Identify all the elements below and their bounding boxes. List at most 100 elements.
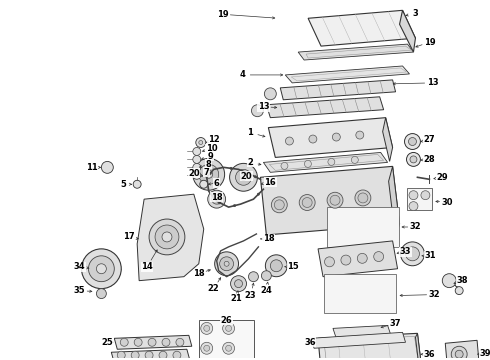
Circle shape: [148, 338, 156, 346]
Polygon shape: [298, 44, 414, 60]
Circle shape: [225, 345, 232, 351]
Circle shape: [304, 161, 311, 167]
Text: 13: 13: [258, 102, 269, 111]
Circle shape: [81, 249, 121, 289]
Text: 10: 10: [206, 144, 218, 153]
Circle shape: [205, 170, 213, 178]
Polygon shape: [407, 188, 432, 210]
Circle shape: [215, 252, 239, 276]
Circle shape: [155, 225, 179, 249]
Circle shape: [265, 88, 276, 100]
Circle shape: [299, 194, 315, 211]
Circle shape: [410, 156, 417, 163]
Polygon shape: [285, 66, 410, 83]
Circle shape: [248, 272, 258, 282]
Text: 8: 8: [206, 160, 212, 169]
Circle shape: [330, 195, 340, 205]
Text: 30: 30: [441, 198, 453, 207]
Circle shape: [199, 140, 203, 144]
Circle shape: [302, 198, 312, 207]
Polygon shape: [333, 325, 391, 337]
Circle shape: [89, 256, 114, 282]
Text: 21: 21: [231, 294, 243, 303]
Text: 34: 34: [74, 262, 85, 271]
Circle shape: [133, 180, 141, 188]
Polygon shape: [199, 320, 254, 360]
Circle shape: [421, 191, 430, 200]
Text: 35: 35: [74, 286, 85, 295]
Text: 32: 32: [410, 222, 421, 231]
Circle shape: [201, 342, 213, 354]
Circle shape: [173, 351, 181, 359]
Circle shape: [409, 138, 416, 145]
Text: 17: 17: [123, 233, 135, 242]
Circle shape: [131, 351, 139, 359]
Circle shape: [193, 158, 224, 190]
Text: 38: 38: [456, 276, 468, 285]
Circle shape: [193, 156, 201, 163]
Text: 13: 13: [426, 78, 438, 87]
Circle shape: [193, 163, 201, 171]
Text: 6: 6: [214, 179, 220, 188]
Polygon shape: [269, 118, 392, 157]
Circle shape: [407, 152, 420, 166]
Circle shape: [274, 200, 284, 210]
Text: 18: 18: [211, 193, 222, 202]
Circle shape: [358, 193, 368, 203]
Circle shape: [357, 253, 367, 263]
Circle shape: [208, 190, 225, 208]
Circle shape: [251, 105, 264, 117]
Circle shape: [117, 351, 125, 359]
Circle shape: [254, 176, 257, 178]
Text: 4: 4: [240, 71, 245, 80]
Circle shape: [204, 345, 210, 351]
Circle shape: [455, 287, 463, 294]
Circle shape: [159, 351, 167, 359]
Circle shape: [193, 171, 201, 179]
Text: 11: 11: [86, 163, 98, 172]
Circle shape: [409, 202, 418, 211]
Circle shape: [442, 274, 456, 288]
Polygon shape: [267, 97, 384, 118]
Circle shape: [149, 219, 185, 255]
Circle shape: [455, 350, 463, 358]
Circle shape: [374, 252, 384, 262]
Text: 7: 7: [204, 168, 210, 177]
Circle shape: [409, 191, 418, 200]
Circle shape: [327, 192, 343, 208]
Circle shape: [400, 242, 424, 266]
Circle shape: [162, 338, 170, 346]
Circle shape: [220, 257, 234, 271]
Text: 36: 36: [423, 350, 435, 359]
Text: 31: 31: [424, 251, 436, 260]
Text: 23: 23: [245, 291, 256, 300]
Polygon shape: [389, 166, 399, 239]
Circle shape: [355, 190, 371, 206]
Circle shape: [212, 195, 214, 197]
Circle shape: [328, 158, 335, 165]
Polygon shape: [416, 333, 421, 360]
Text: 3: 3: [413, 9, 418, 18]
Polygon shape: [318, 241, 397, 277]
Circle shape: [200, 180, 208, 188]
Text: 26: 26: [220, 316, 232, 325]
Polygon shape: [137, 194, 204, 281]
Text: 9: 9: [208, 152, 214, 161]
Circle shape: [196, 138, 206, 148]
Circle shape: [199, 165, 219, 184]
Circle shape: [406, 247, 419, 261]
Circle shape: [134, 338, 142, 346]
Circle shape: [281, 162, 288, 169]
Polygon shape: [311, 332, 406, 348]
Circle shape: [309, 135, 317, 143]
Circle shape: [451, 346, 467, 360]
Polygon shape: [111, 349, 190, 360]
Circle shape: [270, 260, 282, 272]
Circle shape: [241, 174, 246, 180]
Polygon shape: [327, 207, 398, 247]
Circle shape: [286, 137, 294, 145]
Polygon shape: [264, 152, 388, 172]
Text: 14: 14: [141, 262, 153, 271]
Circle shape: [261, 271, 271, 281]
Text: 39: 39: [479, 349, 490, 358]
